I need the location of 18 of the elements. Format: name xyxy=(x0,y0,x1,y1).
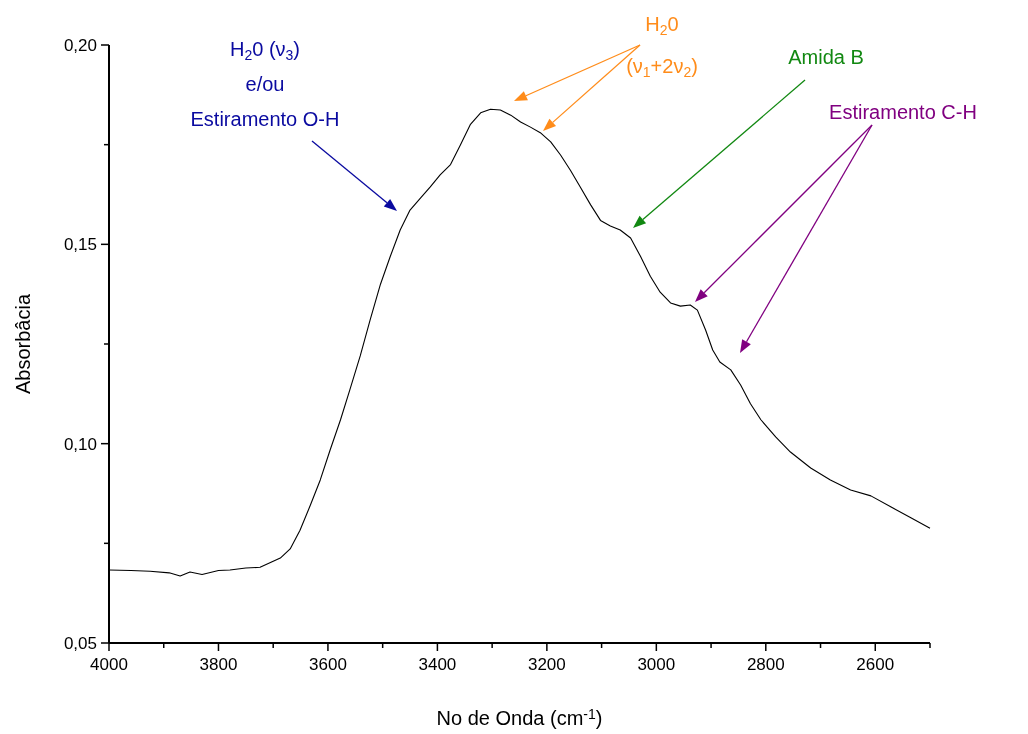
x-tick-label: 3000 xyxy=(637,655,676,674)
x-tick-label: 4000 xyxy=(90,655,128,674)
x-tick-label: 3400 xyxy=(418,655,457,674)
annotation: Estiramento C-H xyxy=(829,101,977,123)
x-tick-label: 3600 xyxy=(309,655,347,674)
y-tick-label: 0,20 xyxy=(63,36,97,55)
x-tick-label: 3200 xyxy=(527,655,566,674)
x-tick-label: 2800 xyxy=(746,655,785,674)
y-tick-label: 0,05 xyxy=(63,634,97,653)
text: H$_{2}$0 (ν$_{1}$+2ν$_{2}$) xyxy=(626,13,698,81)
y-tick-label: 0,10 xyxy=(63,434,97,454)
x-axis-title: No de Onda (cm$^{-1}$) xyxy=(436,706,603,729)
x-tick-label: 3800 xyxy=(199,655,238,674)
x-tick-label: 2600 xyxy=(856,655,895,674)
y-tick-label: 0,15 xyxy=(63,235,97,255)
annotation: Amida B xyxy=(788,46,864,68)
annotation: H$_{2}$0 (ν$_{3}$) e/ou Estiramento O-H xyxy=(190,38,340,130)
y-axis-title: Absorbâcia xyxy=(12,293,34,395)
